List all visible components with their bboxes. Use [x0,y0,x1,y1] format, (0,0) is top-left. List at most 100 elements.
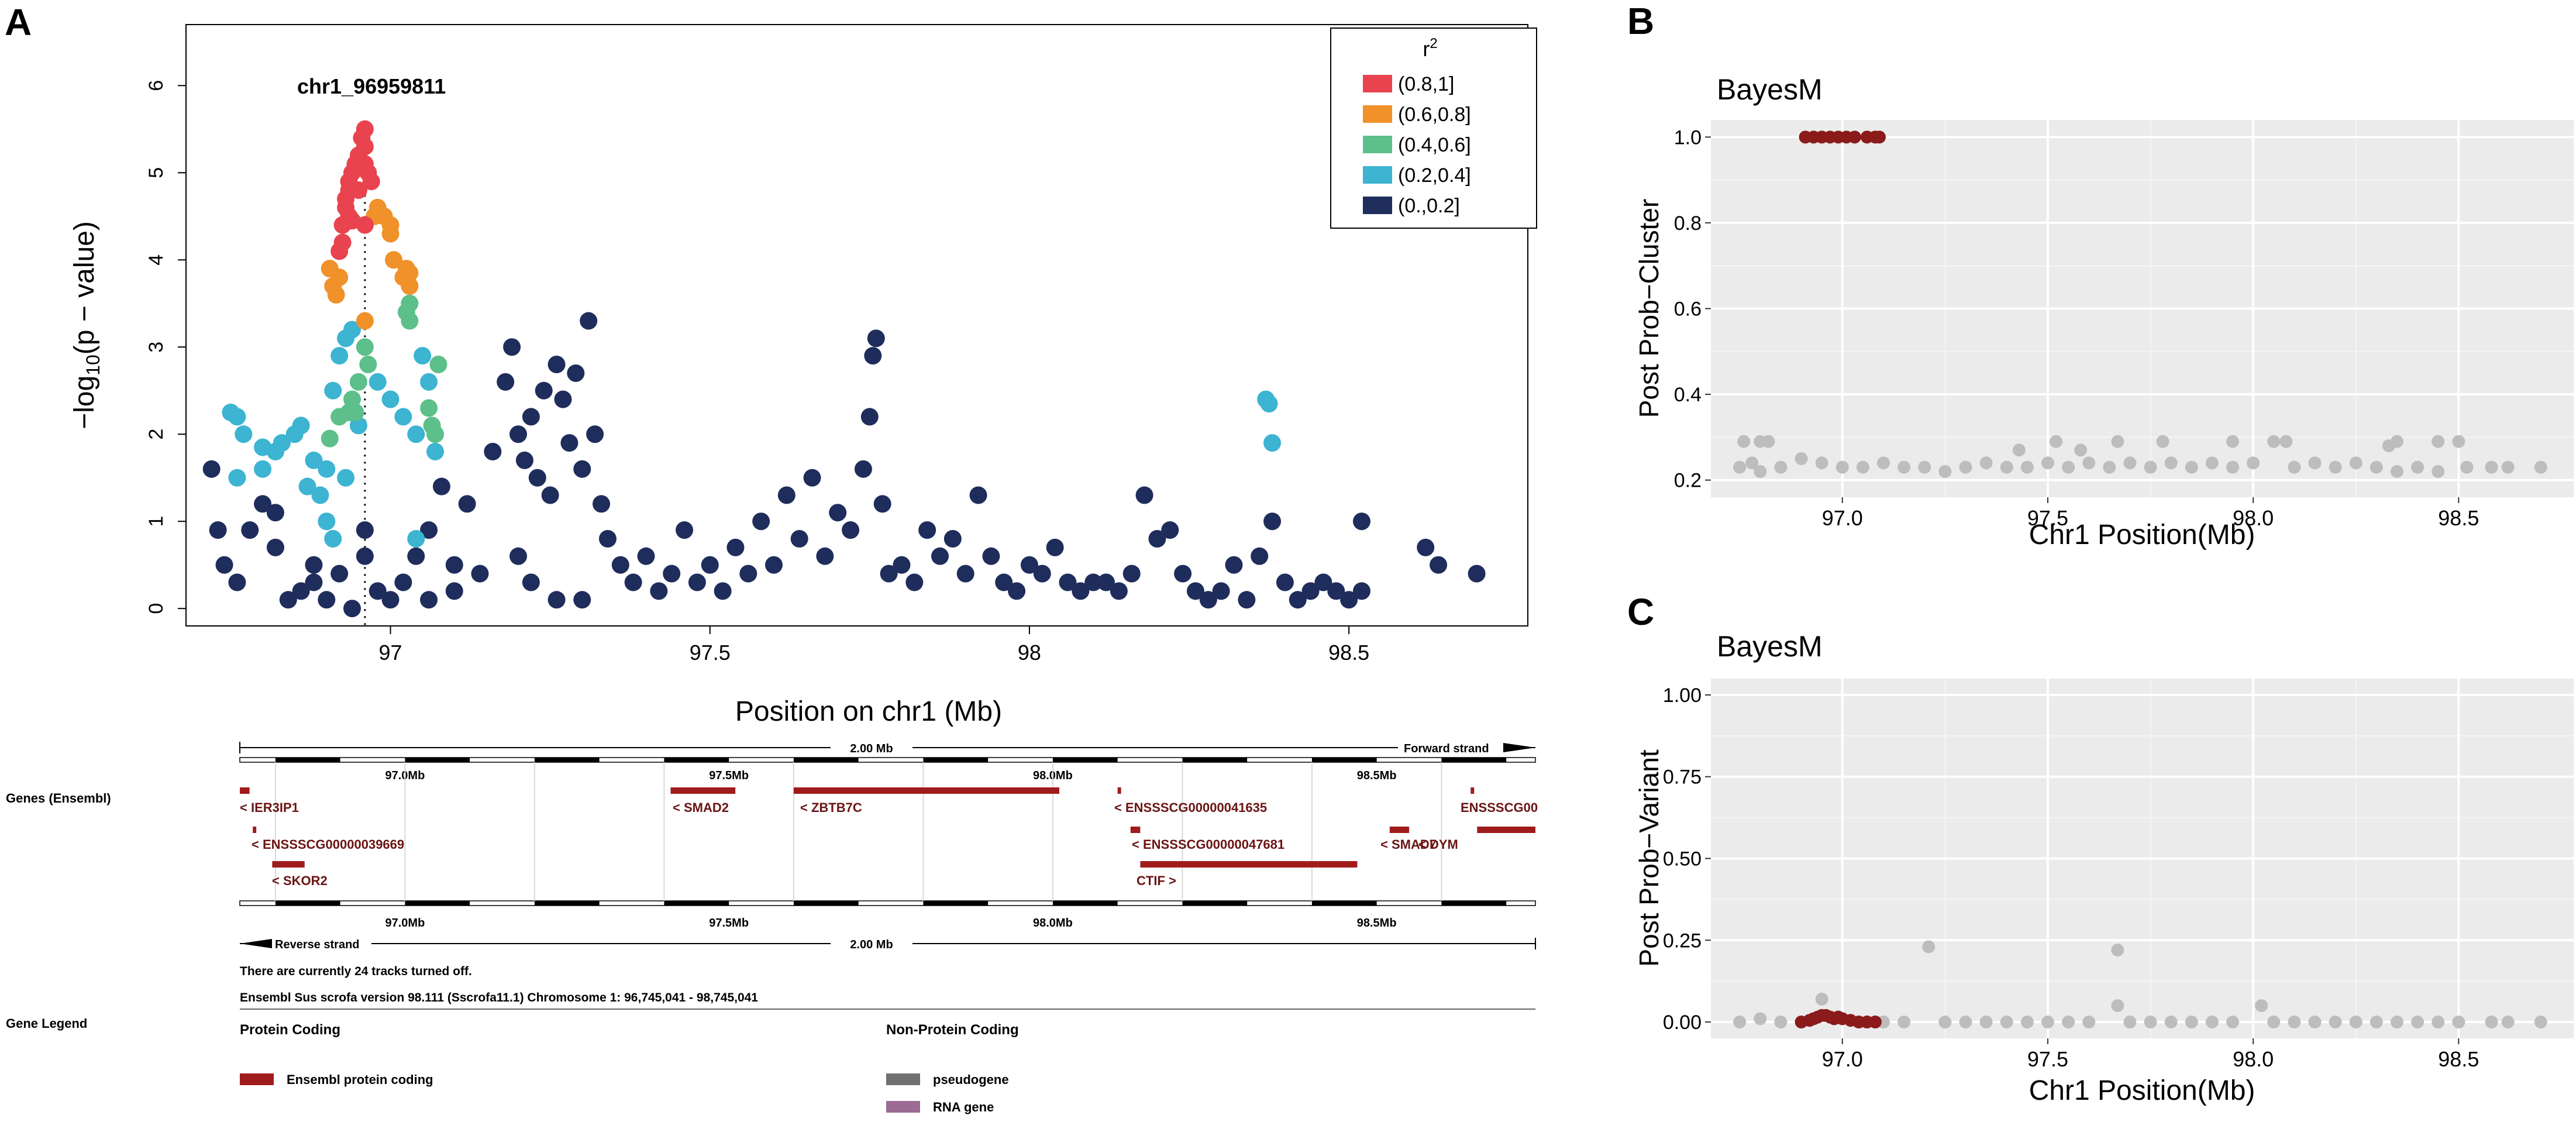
snp-point [356,312,374,330]
b-point [2111,435,2124,448]
snp-point [541,486,559,504]
snp-point [429,356,447,374]
snp-point [547,591,566,609]
b-point [2205,456,2219,470]
snp-point [330,347,349,365]
snp-point [1327,582,1345,600]
snp-point [1161,521,1179,539]
ruler-segment [1052,901,1118,906]
snp-point [305,451,323,469]
a-xtick-label: 97.5 [690,641,731,665]
a-ytick-label: 6 [145,80,167,91]
ensembl-protein-coding-swatch [240,1073,274,1085]
snp-point [305,573,323,591]
gene-label: < SKOR2 [272,873,328,888]
b-point [1745,456,1759,470]
snp-point [1174,565,1192,583]
snp-point [1033,565,1051,583]
forward-arrow-icon [1503,743,1535,752]
gene-bar [1389,827,1410,833]
snp-point [522,408,540,426]
legend-entry-04-06: (0.4,0.6] [1398,134,1471,156]
snp-point [918,521,936,539]
b-point [2390,435,2403,448]
b-xtick-label: 97.0 [1822,506,1863,530]
snp-point [420,373,438,391]
snp-point [215,556,233,574]
snp-point [701,556,719,574]
snp-point [292,582,310,600]
snp-point [381,591,400,609]
ruler-segment [1441,758,1507,762]
b-point [2432,435,2445,448]
c-point [2111,944,2124,957]
snp-point [327,285,345,304]
b-point [2020,460,2034,474]
snp-point [426,443,445,461]
pseudogene-label: pseudogene [933,1072,1009,1087]
rna-gene-swatch [886,1101,920,1113]
ruler-segment [534,758,600,762]
rna-gene-label: RNA gene [933,1100,994,1114]
snp-point [228,573,246,591]
c-point [2205,1016,2219,1029]
snp-point [343,600,361,618]
assembly-note: Ensembl Sus scrofa version 98.111 (Sscro… [240,991,758,1004]
snp-point [726,538,745,556]
b-point [2460,460,2474,474]
c-point [2501,1016,2515,1029]
b-point [1979,456,1993,470]
c-point [2164,1016,2178,1029]
snp-point [1238,591,1256,609]
snp-point [1340,591,1358,609]
snp-point [324,381,342,400]
snp-point [509,547,528,565]
b-point [2156,435,2169,448]
b-point [2062,460,2075,474]
b-point [2050,435,2062,448]
forward-strand-bg [1398,738,1503,756]
panel-label-b: B [1627,0,1654,42]
snp-point [356,216,374,234]
snp-point [228,408,246,426]
snp-point [982,547,1000,565]
non-protein-coding-heading: Non-Protein Coding [886,1022,1019,1038]
b-point [2123,456,2137,470]
c-ytick-label: 0.00 [1663,1011,1702,1034]
gene-bar [1470,787,1475,794]
snp-point [663,565,681,583]
snp-point [1046,538,1064,556]
snp-point [337,469,355,487]
gene-label: < SMAD7 [1380,837,1437,852]
gene-label: < ENSSSCG00000047681 [1132,837,1284,852]
gene-track: Genes (Ensembl) 2.00 Mb Forward strand 9… [6,738,1538,1114]
snp-point [1135,486,1153,504]
snp-point [816,547,834,565]
b-point [2267,435,2281,448]
c-point [2390,1016,2403,1029]
ruler-segment [793,901,859,906]
b-xtick-label: 98.0 [2233,506,2274,530]
snp-point [864,347,882,365]
ruler-segment [793,758,859,762]
c-point [2411,1016,2425,1029]
ruler-segment [534,901,600,906]
snp-point [401,264,419,282]
snp-point [624,573,642,591]
panel-label-c: C [1627,591,1654,633]
snp-point [311,486,329,504]
snp-point [318,591,336,609]
snp-point [394,573,412,591]
c-xtick-label: 97.5 [2027,1047,2068,1071]
a-xtick-label: 97 [379,641,402,665]
snp-point [688,573,706,591]
reverse-strand-label: Reverse strand [275,938,360,951]
legend-box [1330,27,1537,229]
c-point [2349,1016,2363,1029]
snp-point [445,582,463,600]
snp-point [359,356,377,374]
ruler-tick-label: 97.5Mb [709,769,749,782]
b-point [1754,465,1767,479]
snp-point [1225,556,1243,574]
forward-strand-label: Forward strand [1404,742,1489,755]
